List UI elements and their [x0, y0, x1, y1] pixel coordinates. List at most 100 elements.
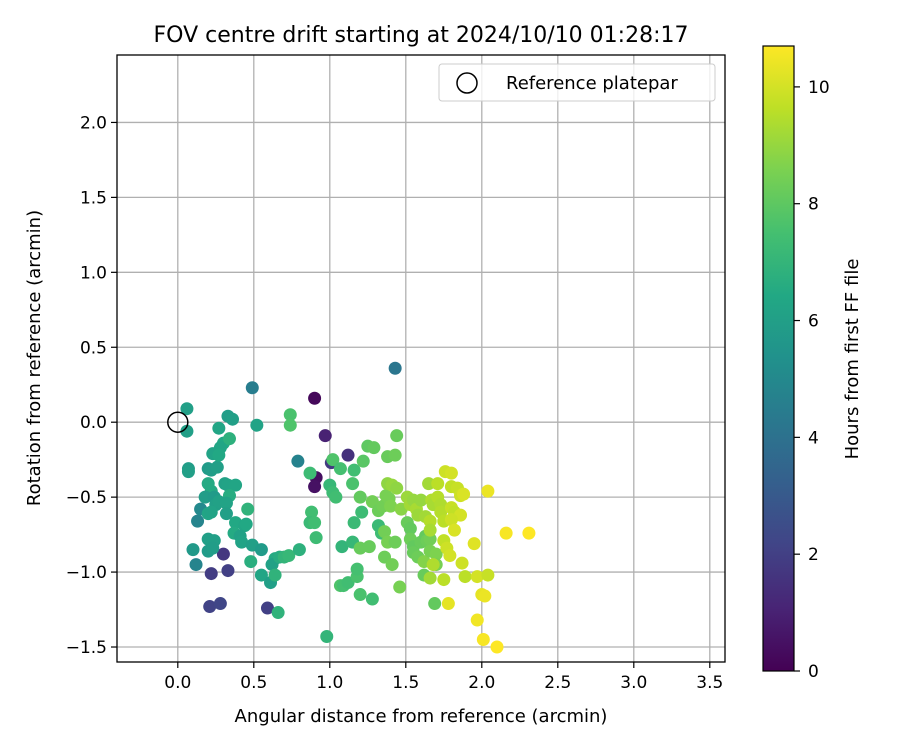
scatter-point: [235, 535, 249, 549]
scatter-point: [390, 429, 404, 443]
scatter-point: [347, 463, 361, 477]
scatter-point: [423, 514, 437, 528]
scatter-point: [320, 630, 334, 644]
colorbar-tick-label: 6: [808, 312, 819, 332]
reference-point-marker: [167, 411, 189, 433]
colorbar-ticks: 0 2 4 6 8 10: [794, 78, 830, 682]
scatter-point: [326, 453, 340, 467]
colorbar-tick-label: 2: [808, 545, 819, 565]
scatter-point: [186, 543, 200, 557]
scatter-point: [365, 592, 379, 606]
scatter-point: [444, 466, 458, 480]
scatter-point: [318, 429, 332, 443]
scatter-point: [219, 496, 233, 510]
y-axis-ticks: −1.5 −1.0 −0.5 0.0 0.5 1.0 1.5 2.0: [66, 113, 117, 658]
scatter-point: [378, 525, 392, 539]
scatter-point: [457, 487, 471, 501]
scatter-point: [350, 562, 364, 576]
scatter-point: [189, 558, 203, 572]
scatter-point: [428, 597, 442, 611]
scatter-point: [229, 478, 243, 492]
colorbar-tick-label: 4: [808, 428, 819, 448]
scatter-point: [426, 558, 440, 572]
scatter-point: [260, 601, 274, 615]
scatter-point: [333, 462, 347, 476]
scatter-point: [499, 526, 513, 540]
scatter-point: [353, 490, 367, 504]
x-tick-label: 0.0: [164, 673, 191, 693]
scatter-point: [271, 606, 285, 620]
scatter-point: [470, 613, 484, 627]
scatter-point: [198, 490, 212, 504]
plot-frame: [116, 54, 726, 663]
scatter-point: [219, 507, 233, 521]
scatter-point: [362, 540, 376, 554]
x-tick-label: 3.0: [620, 673, 647, 693]
scatter-point: [423, 523, 437, 537]
scatter-point: [414, 493, 428, 507]
scatter-point: [268, 568, 282, 582]
scatter-point: [245, 381, 259, 395]
scatter-point: [212, 448, 226, 462]
scatter-point: [367, 441, 381, 455]
scatter-point: [221, 564, 235, 578]
x-tick-label: 2.0: [468, 673, 495, 693]
scatter-point: [222, 432, 236, 446]
scatter-point: [291, 454, 305, 468]
scatter-point: [292, 543, 306, 557]
scatter-point: [390, 481, 404, 495]
scatter-point: [476, 633, 490, 647]
y-tick-label: −0.5: [66, 488, 107, 508]
scatter-point: [447, 523, 461, 537]
x-tick-label: 0.5: [240, 673, 267, 693]
scatter-point: [423, 571, 437, 585]
scatter-point: [385, 558, 399, 572]
colorbar-tick-label: 0: [808, 662, 819, 682]
scatter-point: [443, 549, 457, 563]
y-tick-label: 2.0: [80, 113, 107, 133]
scatter-point: [490, 640, 504, 654]
scatter-point: [470, 570, 484, 584]
legend: Reference platepar: [438, 63, 716, 102]
x-tick-label: 1.5: [392, 673, 419, 693]
scatter-point: [181, 465, 195, 479]
legend-marker-icon: [456, 72, 478, 94]
scatter-point: [455, 556, 469, 570]
y-tick-label: 1.5: [80, 188, 107, 208]
scatter-point: [467, 537, 481, 551]
colorbar-gradient: [762, 45, 795, 672]
x-axis-label: Angular distance from reference (arcmin): [235, 706, 608, 727]
scatter-point: [254, 568, 268, 582]
scatter-point: [244, 555, 258, 569]
scatter-point: [441, 597, 455, 611]
x-tick-label: 3.5: [696, 673, 723, 693]
scatter-point: [335, 540, 349, 554]
y-tick-label: 1.0: [80, 263, 107, 283]
y-axis-label: Rotation from reference (arcmin): [24, 210, 45, 506]
x-tick-label: 1.0: [316, 673, 343, 693]
scatter-point: [180, 424, 194, 438]
x-axis-ticks: 0.0 0.5 1.0 1.5 2.0 2.5 3.0 3.5: [164, 662, 723, 693]
scatter-point: [481, 568, 495, 582]
scatter-point: [388, 361, 402, 375]
y-tick-label: −1.5: [66, 638, 107, 658]
scatter-point: [478, 589, 492, 603]
scatter-point: [308, 391, 322, 405]
scatter-point: [429, 547, 443, 561]
scatter-point: [213, 597, 227, 611]
scatter-point: [444, 513, 458, 527]
scatter-point: [308, 480, 322, 494]
y-tick-label: 0.5: [80, 338, 107, 358]
scatter-point: [388, 535, 402, 549]
scatter-point: [481, 484, 495, 498]
y-tick-label: 0.0: [80, 413, 107, 433]
scatter-point: [191, 514, 205, 528]
scatter-point: [423, 532, 437, 546]
legend-label: Reference platepar: [506, 73, 678, 94]
scatter-point: [216, 547, 230, 561]
scatter-point: [422, 477, 436, 491]
chart-title: FOV centre drift starting at 2024/10/10 …: [154, 23, 689, 48]
scatter-point: [458, 570, 472, 584]
scatter-point: [308, 516, 322, 530]
